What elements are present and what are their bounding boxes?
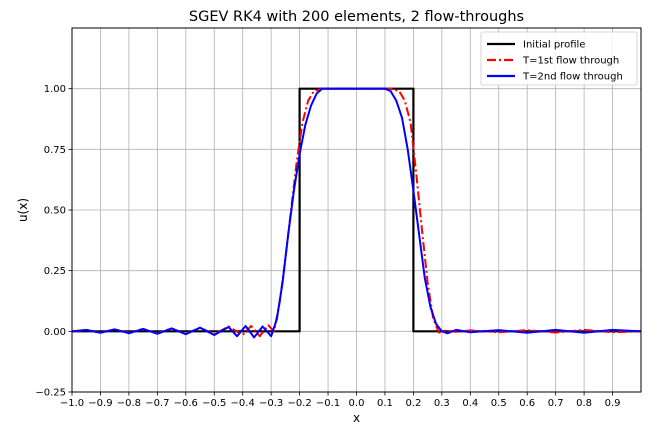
x-tick-label: −0.1: [316, 398, 340, 409]
x-tick-label: 0.7: [548, 398, 564, 409]
x-tick-label: −0.5: [202, 398, 226, 409]
x-tick-label: 0.2: [405, 398, 421, 409]
x-tick-label: −0.2: [287, 398, 311, 409]
x-tick-label: −0.3: [259, 398, 283, 409]
x-tick-label: 0.6: [519, 398, 535, 409]
y-tick-label: 0.50: [44, 206, 66, 217]
legend-label: T=2nd flow through: [522, 72, 623, 83]
x-tick-label: −0.7: [145, 398, 169, 409]
x-axis-label: x: [353, 411, 360, 425]
y-tick-label: 0.75: [44, 145, 66, 156]
x-tick-label: −1.0: [60, 398, 84, 409]
legend: Initial profile T=1st flow through T=2nd f…: [480, 31, 638, 86]
y-tick-label: 0.00: [44, 327, 66, 338]
y-axis-label: u(x): [16, 198, 30, 222]
x-tick-label: −0.6: [174, 398, 198, 409]
x-tick-label: 0.8: [576, 398, 592, 409]
legend-label: Initial profile: [523, 40, 585, 51]
x-tick-label: 0.3: [434, 398, 450, 409]
series-layer: [72, 87, 641, 339]
x-tick-label: −0.9: [88, 398, 112, 409]
x-tick-label: −0.4: [231, 398, 255, 409]
x-tick-label: −0.8: [117, 398, 141, 409]
x-tick-label: 0.4: [462, 398, 478, 409]
x-tick-label: 0.9: [605, 398, 621, 409]
y-tick-label: −0.25: [35, 388, 66, 399]
y-tick-label: 1.00: [44, 84, 66, 95]
x-tick-label: 0.1: [377, 398, 393, 409]
x-tick-label: 0.0: [349, 398, 365, 409]
series-line-3: [72, 87, 641, 339]
y-tick-label: 0.25: [44, 266, 66, 277]
chart-title: SGEV RK4 with 200 elements, 2 flow-throu…: [189, 9, 524, 25]
legend-label: T=1st flow through: [522, 56, 619, 67]
x-axis: −1.0 −0.9 −0.8 −0.7 −0.6 −0.5 −0.4 −0.3 −0.2 −0.1…: [60, 392, 621, 409]
legend-box: [480, 31, 638, 86]
y-axis: −0.25 0.00 0.25 0.50 0.75 1.00: [35, 84, 72, 399]
x-tick-label: 0.5: [491, 398, 507, 409]
